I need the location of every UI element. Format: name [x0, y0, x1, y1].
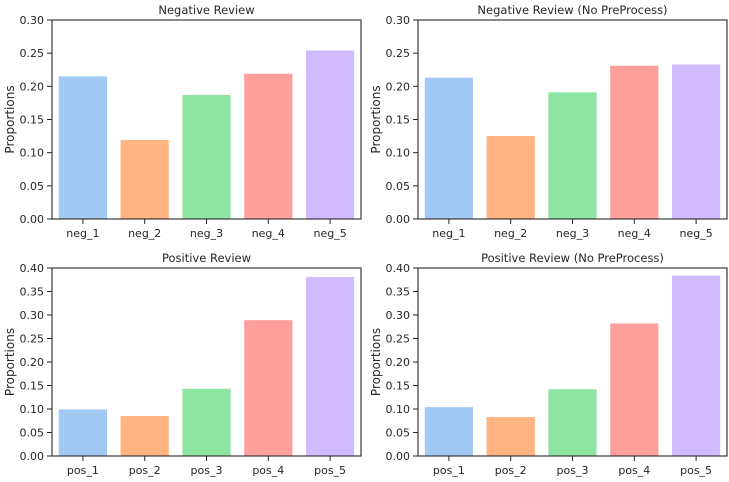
bar-pos_5: [671, 275, 721, 456]
bar-neg_3: [182, 94, 231, 219]
y-tick-label: 0.25: [386, 333, 411, 346]
y-tick-label: 0.30: [20, 309, 45, 322]
y-tick-label: 0.15: [20, 114, 45, 127]
bar-pos_1: [424, 407, 474, 456]
y-axis-label: Proportions: [3, 85, 17, 153]
x-tick-label: pos_2: [495, 464, 527, 477]
x-tick-label: pos_3: [191, 464, 223, 477]
x-tick-label: neg_4: [252, 227, 285, 240]
y-tick-label: 0.00: [386, 450, 411, 463]
axes-frame: [417, 19, 728, 220]
bar-neg_4: [244, 73, 293, 219]
y-tick-label: 0.25: [20, 47, 45, 60]
x-tick-label: neg_2: [128, 227, 161, 240]
y-tick-label: 0.25: [20, 333, 45, 346]
y-tick-label: 0.30: [386, 14, 411, 27]
x-tick-label: pos_1: [67, 464, 99, 477]
bar-neg_1: [424, 77, 474, 220]
y-tick-label: 0.15: [20, 380, 45, 393]
y-tick-label: 0.30: [386, 309, 411, 322]
y-axis-label: Proportions: [369, 328, 383, 396]
y-tick-label: 0.00: [386, 213, 411, 226]
y-axis-label: Proportions: [3, 328, 17, 396]
y-tick-label: 0.35: [386, 286, 411, 299]
chart-panel-1: Negative Review Proportions 0.00 0.05 0.10 0.…: [3, 3, 362, 240]
x-tick-label: neg_1: [66, 227, 99, 240]
x-tick-label: neg_1: [432, 227, 465, 240]
chart-panel-3: Positive Review Proportions 0.00 0.05 0.10 0.…: [3, 251, 362, 477]
axes-frame: [51, 19, 362, 220]
bar-neg_5: [305, 50, 355, 219]
bar-neg_4: [610, 65, 659, 220]
y-tick-label: 0.20: [20, 356, 45, 369]
axes-frame: [51, 267, 362, 457]
axes-frame: [417, 267, 728, 457]
x-tick-label: neg_5: [313, 227, 346, 240]
bar-pos_3: [548, 389, 597, 456]
y-tick-label: 0.25: [386, 47, 411, 60]
y-tick-label: 0.10: [20, 147, 45, 160]
x-tick-label: neg_5: [679, 227, 712, 240]
bar-pos_1: [58, 409, 108, 456]
bar-pos_4: [244, 320, 293, 456]
y-tick-label: 0.10: [20, 403, 45, 416]
y-axis-label: Proportions: [369, 85, 383, 153]
x-tick-label: pos_2: [129, 464, 161, 477]
y-tick-label: 0.35: [20, 286, 45, 299]
x-tick-label: pos_5: [314, 464, 346, 477]
y-tick-label: 0.05: [20, 180, 45, 193]
chart-title: Negative Review (No PreProcess): [477, 3, 667, 17]
y-tick-label: 0.05: [20, 427, 45, 440]
bar-neg_3: [548, 92, 597, 219]
x-tick-label: neg_3: [190, 227, 223, 240]
x-tick-label: pos_4: [252, 464, 284, 477]
bar-pos_5: [305, 276, 355, 456]
y-tick-label: 0.20: [386, 80, 411, 93]
bar-pos_4: [610, 323, 659, 456]
chart-panel-2: Negative Review (No PreProcess) Proportio…: [369, 3, 728, 240]
bar-neg_1: [58, 76, 108, 219]
y-tick-label: 0.00: [20, 450, 45, 463]
y-tick-label: 0.40: [20, 262, 45, 275]
x-tick-label: neg_4: [618, 227, 651, 240]
y-tick-label: 0.00: [20, 213, 45, 226]
x-tick-label: pos_3: [557, 464, 589, 477]
bar-pos_3: [182, 388, 231, 456]
x-tick-label: pos_1: [433, 464, 465, 477]
x-tick-label: pos_4: [618, 464, 650, 477]
y-tick-label: 0.15: [386, 114, 411, 127]
bar-pos_2: [120, 416, 169, 456]
chart-title: Positive Review (No PreProcess): [481, 251, 664, 265]
y-tick-label: 0.20: [20, 80, 45, 93]
x-tick-label: neg_2: [494, 227, 527, 240]
y-tick-label: 0.30: [20, 14, 45, 27]
y-tick-label: 0.10: [386, 403, 411, 416]
y-tick-label: 0.10: [386, 147, 411, 160]
chart-panel-4: Positive Review (No PreProcess) Proportio…: [369, 251, 728, 477]
x-tick-label: pos_5: [680, 464, 712, 477]
y-tick-label: 0.05: [386, 180, 411, 193]
chart-title: Negative Review: [158, 3, 254, 17]
y-tick-label: 0.15: [386, 380, 411, 393]
bar-neg_2: [486, 136, 535, 219]
y-tick-label: 0.40: [386, 262, 411, 275]
y-tick-label: 0.20: [386, 356, 411, 369]
bar-neg_5: [671, 64, 721, 220]
chart-title: Positive Review: [162, 251, 251, 265]
bar-pos_2: [486, 416, 535, 456]
x-tick-label: neg_3: [556, 227, 589, 240]
bar-neg_2: [120, 140, 169, 219]
y-tick-label: 0.05: [386, 427, 411, 440]
